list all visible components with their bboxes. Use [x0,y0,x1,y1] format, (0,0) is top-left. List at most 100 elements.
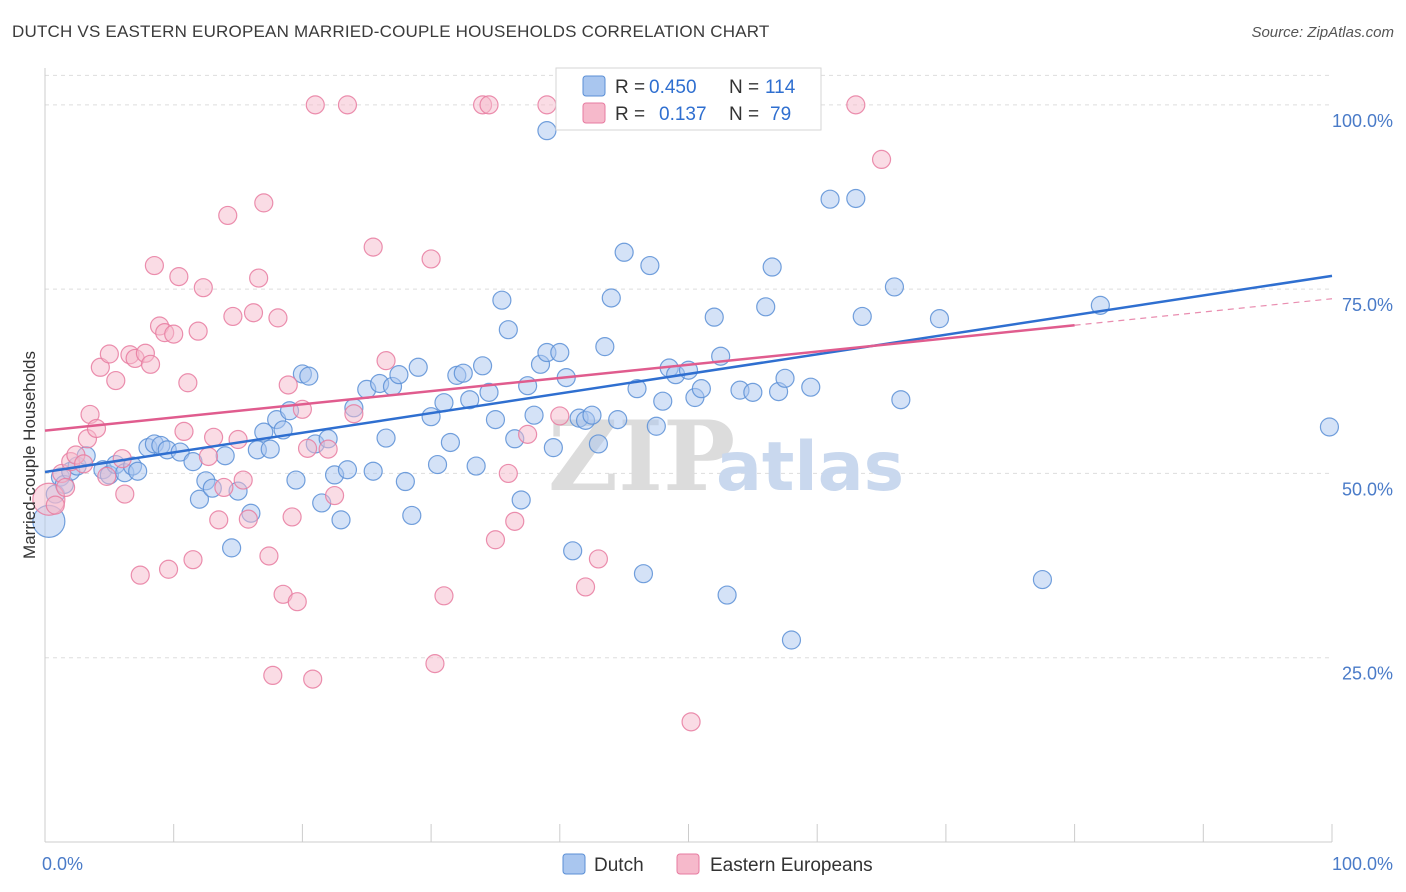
dutch-point-39 [331,510,351,530]
y-tick-label-2: 75.0% [1342,295,1393,315]
dutch-point-81 [608,410,628,430]
dutch-point-73 [563,541,583,561]
eastern-point-62 [425,654,445,674]
x-tick-label-min: 0.0% [42,854,83,874]
chart-source: Source: ZipAtlas.com [1251,24,1394,41]
bottom-legend-label-dutch: Dutch [594,855,644,876]
dutch-point-77 [582,405,602,425]
dutch-point-12 [128,461,148,481]
eastern-point-42 [249,268,269,288]
dutch-point-99 [762,257,782,277]
y-tick-labels: 25.0% 50.0% 75.0% 100.0% [1332,111,1393,684]
dutch-point-76 [537,121,557,141]
dutch-point-62 [492,290,512,310]
stats-legend-swatch-dutch [582,75,606,97]
y-tick-label-0: 25.0% [1342,664,1393,684]
dutch-point-86 [646,416,666,436]
eastern-point-55 [318,439,338,459]
dutch-point-56 [453,363,473,383]
eastern-trend-line-extension [1074,298,1333,326]
eastern-point-61 [421,249,441,269]
eastern-point-34 [209,510,229,530]
dutch-point-51 [421,407,441,427]
x-tick-labels: 0.0% 100.0% [42,854,1393,874]
eastern-point-75 [681,712,701,732]
stats-legend-swatch-eastern [582,102,606,124]
eastern-point-6 [74,454,94,474]
eastern-point-11 [97,466,117,486]
eastern-point-31 [193,278,213,298]
eastern-point-27 [174,421,194,442]
eastern-point-25 [164,324,184,344]
dutch-point-93 [704,307,724,327]
eastern-trend-line [44,324,1075,432]
eastern-point-26 [169,267,189,287]
dutch-point-32 [286,470,306,490]
dutch-point-106 [852,306,872,327]
dutch-trend-line [44,274,1333,474]
dutch-point-82 [614,242,634,262]
bottom-legend: Dutch Eastern Europeans [562,853,873,876]
dutch-point-57 [460,390,480,410]
eastern-point-35 [214,477,234,498]
eastern-point-57 [337,95,358,115]
watermark-atlas: atlas [716,428,904,507]
dutch-point-65 [511,490,531,510]
dutch-point-104 [820,189,840,209]
dutch-point-97 [743,382,763,402]
eastern-european-points [32,95,892,732]
eastern-point-46 [268,308,288,328]
eastern-point-40 [238,509,258,529]
eastern-point-73 [588,549,609,569]
eastern-point-13 [106,370,126,391]
dutch-point-43 [363,461,383,481]
dutch-point-95 [717,585,737,605]
dutch-point-107 [884,277,905,297]
y-tick-label-3: 100.0% [1332,111,1393,131]
eastern-point-33 [203,427,224,447]
dutch-point-63 [498,320,518,340]
dutch-point-22 [215,446,235,466]
bottom-legend-swatch-dutch [562,853,586,875]
dutch-point-84 [633,564,654,584]
eastern-point-43 [254,193,274,213]
eastern-point-44 [259,546,279,566]
eastern-point-54 [305,95,325,115]
stats-legend-n-value-eastern: 79 [770,104,791,125]
eastern-point-65 [479,95,499,115]
dutch-point-59 [472,356,493,376]
stats-legend-r-value-dutch: 0.450 [649,77,697,98]
chart-title: DUTCH VS EASTERN EUROPEAN MARRIED-COUPLE… [12,22,770,41]
eastern-point-41 [243,303,264,323]
eastern-point-9 [86,418,107,439]
eastern-point-38 [228,429,248,450]
eastern-point-50 [287,592,307,612]
dutch-points [32,121,1340,650]
dutch-point-70 [543,438,563,458]
trend-lines [44,274,1333,474]
dutch-point-58 [466,456,486,476]
dutch-point-61 [485,410,506,430]
stats-legend-n-label-dutch: N = [729,77,759,98]
y-tick-label-1: 50.0% [1342,479,1393,499]
dutch-point-50 [408,357,428,377]
eastern-point-68 [505,511,525,531]
dutch-point-28 [260,439,280,459]
eastern-point-3 [55,477,76,498]
dutch-point-110 [1032,569,1053,590]
eastern-point-32 [198,446,219,467]
stats-legend: R = 0.450 N = 114 R = 0.137 N = 79 [555,67,822,131]
dutch-point-83 [627,379,647,399]
eastern-point-52 [297,438,318,458]
dutch-point-27 [254,422,274,442]
stats-legend-n-value-dutch: 114 [765,77,796,98]
eastern-point-36 [218,205,238,226]
bottom-legend-label-eastern: Eastern Europeans [710,855,873,876]
dutch-point-92 [691,379,711,399]
stats-legend-r-label-dutch: R = [615,77,645,98]
dutch-point-67 [524,405,544,425]
dutch-point-112 [1319,417,1340,437]
dutch-point-47 [389,365,409,385]
eastern-point-28 [178,373,198,393]
